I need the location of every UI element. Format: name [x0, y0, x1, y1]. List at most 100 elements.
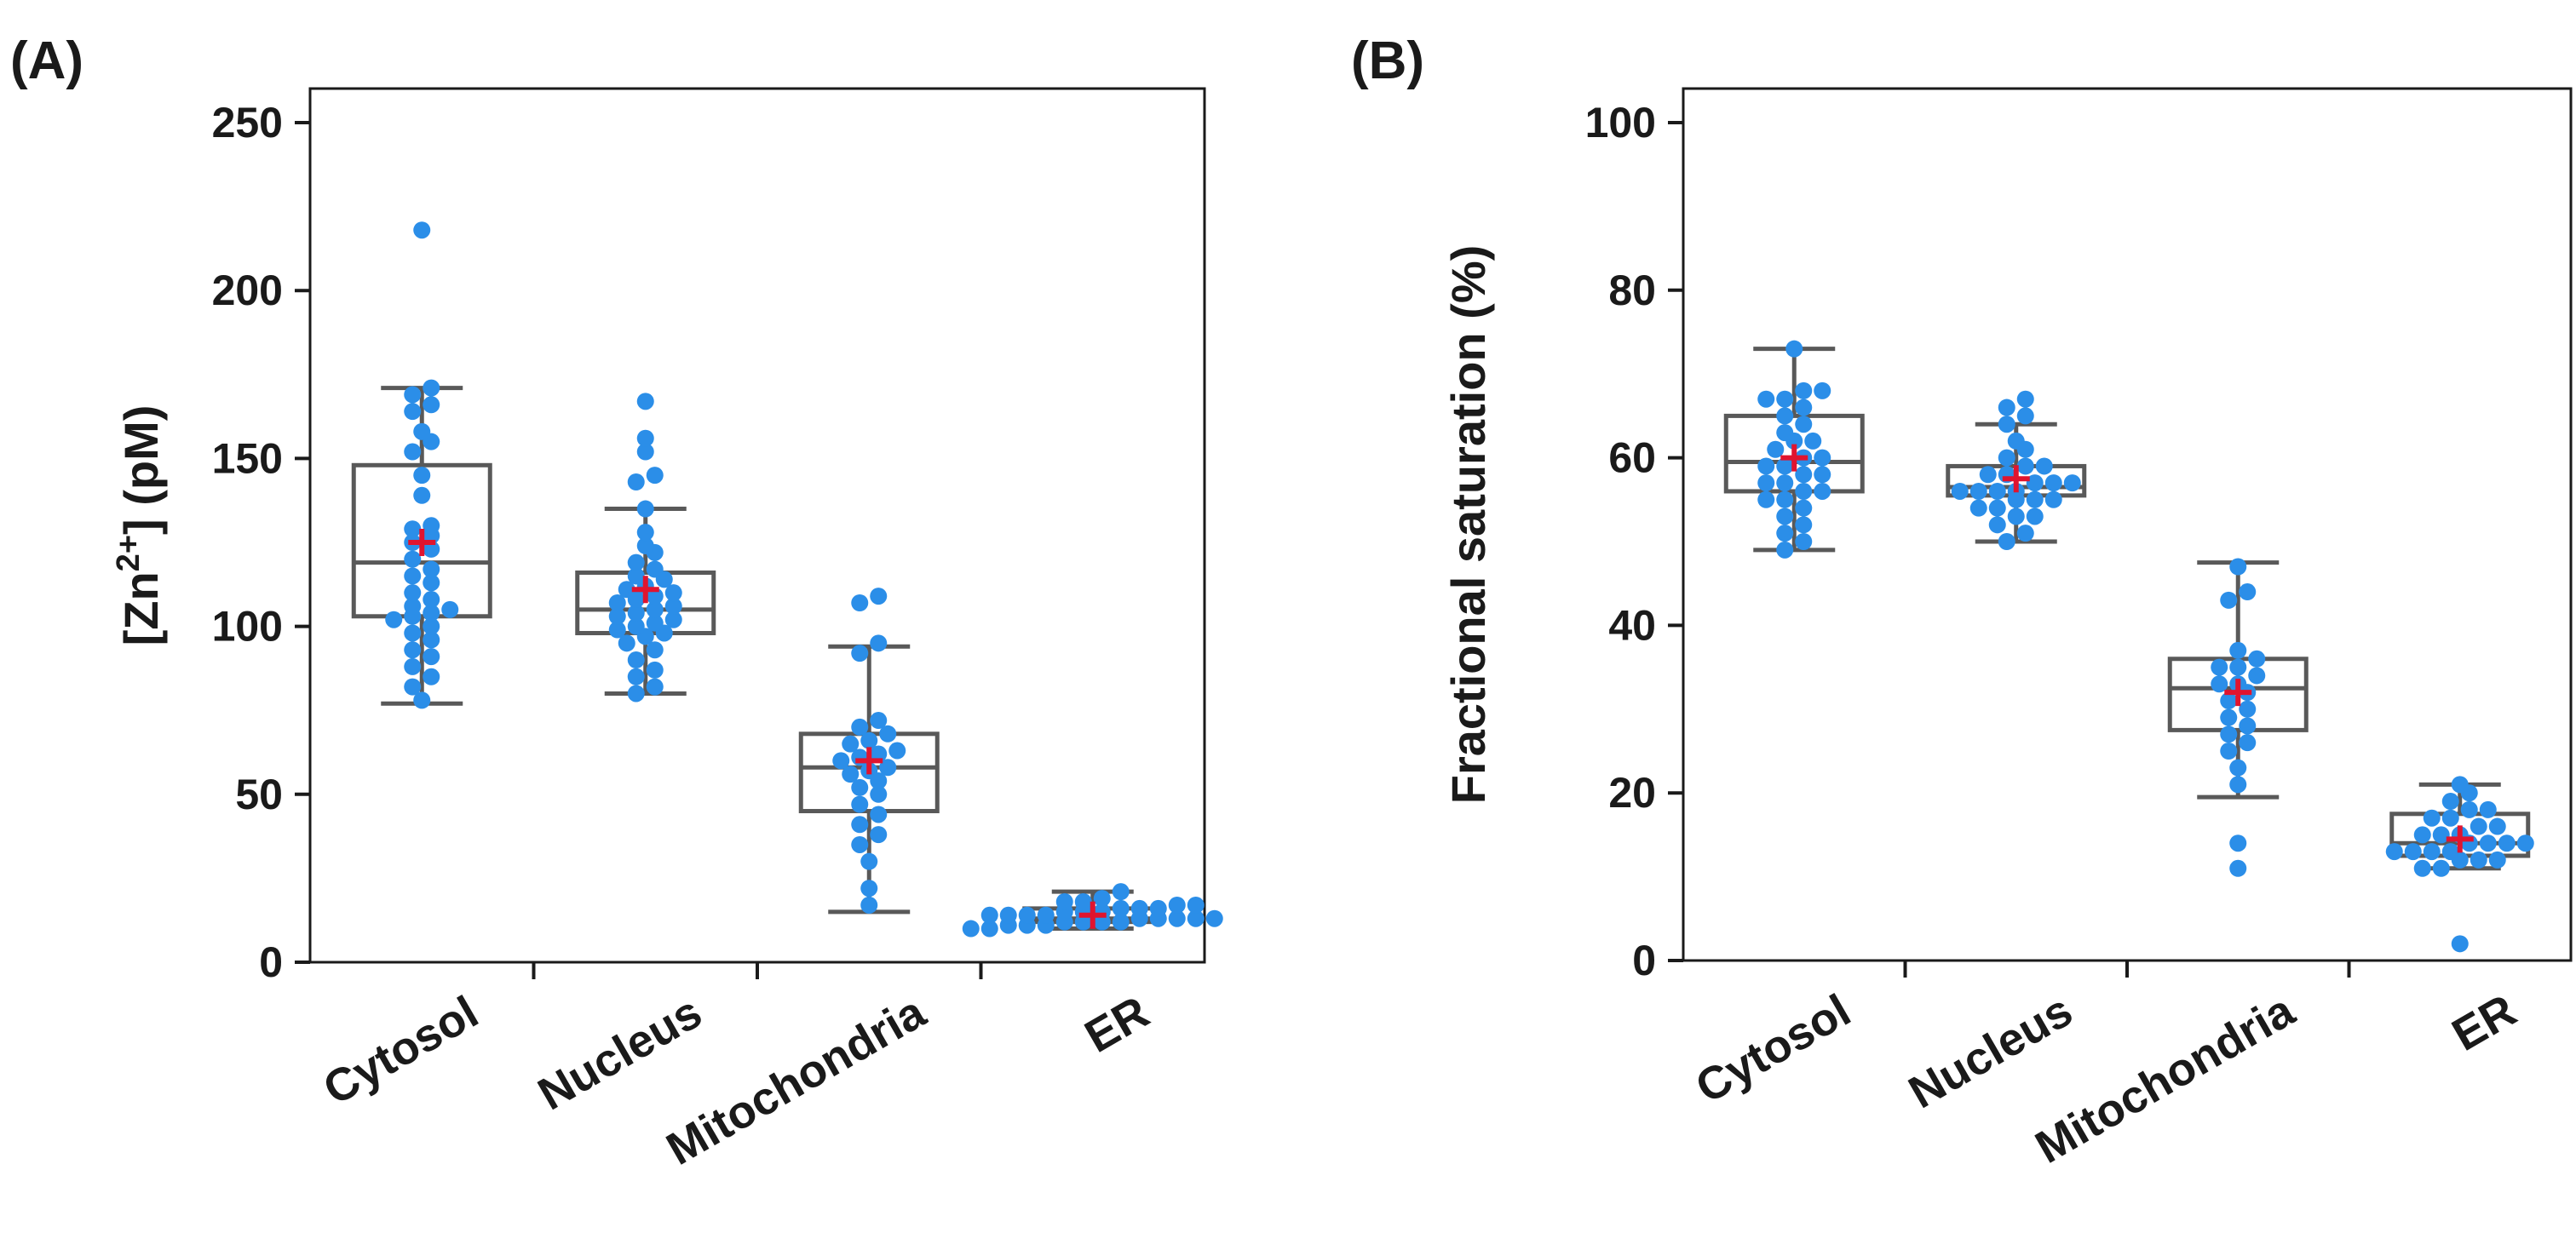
panel-b-data-point: [1776, 474, 1794, 492]
panel-b-y-tick-label: 40: [1608, 601, 1656, 649]
panel-a-data-point: [879, 725, 897, 743]
panel-a-category-label: Cytosol: [315, 986, 487, 1115]
panel-b-category-label: Cytosol: [1688, 984, 1860, 1113]
panel-b-data-point: [2404, 843, 2422, 861]
panel-a-data-point: [851, 594, 869, 611]
panel-b-data-point: [2026, 508, 2044, 525]
panel-b-data-point: [1757, 390, 1775, 408]
panel-b-data-point: [1988, 516, 2006, 534]
panel-a-data-point: [423, 591, 440, 609]
panel-a-data-point: [404, 678, 422, 696]
panel-b-data-point: [1776, 457, 1794, 475]
panel-b-data-point: [1757, 457, 1775, 475]
panel-b-data-point: [2007, 508, 2025, 525]
panel-b-data-point: [1998, 399, 2015, 416]
panel-a-data-point: [664, 611, 682, 628]
panel-b-data-point: [2479, 800, 2497, 818]
panel-a-data-point: [1130, 899, 1148, 917]
panel-a-data-point: [413, 486, 431, 504]
panel-b-data-point: [2220, 708, 2238, 726]
panel-b-data-point: [2239, 717, 2257, 735]
panel-b-data-point: [2423, 809, 2441, 827]
panel-b-data-point: [1776, 490, 1794, 508]
panel-b-data-point: [2229, 859, 2247, 877]
panel-a-data-point: [1168, 909, 1186, 927]
panel-a-data-point: [404, 641, 422, 659]
panel-a-data-point: [851, 645, 869, 662]
panel-b-data-point: [1951, 482, 1969, 500]
panel-b-data-point: [2211, 658, 2228, 676]
panel-a-data-point: [441, 600, 459, 618]
panel-a-data-point: [851, 795, 869, 813]
panel-b-data-point: [2413, 826, 2431, 844]
panel-b-data-point: [1795, 482, 1813, 500]
panel-b-data-point: [2488, 817, 2506, 835]
panel-b-data-point: [2016, 407, 2034, 425]
panel-b-data-point: [2229, 776, 2247, 794]
panel-a-data-point: [870, 712, 888, 730]
panel-a-data-point: [1187, 896, 1205, 914]
panel-b-data-point: [2211, 675, 2228, 693]
panel-b-data-point: [1988, 482, 2006, 500]
panel-a-data-point: [404, 597, 422, 615]
panel-a-data-point: [627, 553, 645, 571]
panel-a-data-point: [618, 581, 635, 599]
panel-a-data-point: [423, 648, 440, 666]
panel-a-data-point: [646, 614, 664, 632]
panel-a-data-point: [646, 678, 664, 696]
panel-a-data-point: [413, 422, 431, 440]
panel-a-data-point: [627, 668, 645, 685]
panel-a-y-axis-title: [Zn2+] (pM): [111, 405, 168, 646]
panel-a-data-point: [636, 443, 654, 461]
panel-b-data-point: [1969, 482, 1987, 500]
panel-b-category-label: Nucleus: [1900, 984, 2081, 1118]
panel-b-data-point: [1795, 533, 1813, 550]
panel-a-data-point: [404, 520, 422, 538]
panel-b-data-point: [1776, 424, 1794, 442]
panel-a-data-point: [423, 379, 440, 397]
panel-a-data-point: [646, 661, 664, 679]
panel-b-data-point: [2016, 457, 2034, 475]
panel-b-data-point: [2441, 793, 2459, 811]
panel-b-data-point: [2063, 474, 2081, 492]
panel-b-data-point: [2229, 759, 2247, 777]
panel-b-data-point: [2385, 843, 2403, 861]
panel-a-y-tick-label: 50: [235, 771, 283, 818]
panel-a-data-point: [646, 467, 664, 485]
panel-a-data-point: [423, 631, 440, 649]
panel-b-data-point: [2016, 525, 2034, 542]
panel-a-data-point: [980, 920, 998, 938]
panel-b-data-point: [2441, 843, 2459, 861]
panel-b-data-point: [2432, 859, 2450, 877]
panel-a-data-point: [404, 550, 422, 568]
panel-a-data-point: [627, 473, 645, 491]
panel-b-data-point: [2007, 432, 2025, 450]
panel-a: (A) [Zn2+] (pM) 0 50 100 150 200 250 Cytosol Nu…: [10, 32, 1223, 1175]
panel-a-data-point: [1018, 906, 1036, 924]
panel-b-data-point: [2432, 826, 2450, 844]
panel-b-data-point: [2479, 834, 2497, 852]
panel-a-data-point: [851, 816, 869, 834]
panel-a-data-point: [842, 766, 860, 783]
panel-b-data-point: [2229, 834, 2247, 852]
panel-b-data-point: [1969, 499, 1987, 517]
panel-a-data-point: [1149, 899, 1167, 917]
panel-b-data-point: [2413, 859, 2431, 877]
panel-a-data-point: [385, 611, 403, 628]
panel-b-data-point: [2229, 658, 2247, 676]
panel-b-data-point: [2220, 725, 2238, 743]
panel-b-label: (B): [1351, 32, 1424, 90]
panel-a-category-label: ER: [1077, 986, 1158, 1062]
panel-a-data-point: [999, 906, 1017, 924]
panel-b-data-point: [1804, 432, 1822, 450]
panel-b-data-point: [1785, 340, 1803, 358]
panel-a-data-point: [404, 443, 422, 461]
panel-a-data-point: [1187, 909, 1205, 927]
panel-a-data-point: [404, 386, 422, 404]
panel-b-data-point: [2248, 667, 2266, 685]
panel-a-y-tick-label: 0: [259, 938, 283, 986]
panel-b-data-point: [2220, 743, 2238, 760]
panel-a-data-point: [664, 584, 682, 602]
panel-b-data-point: [1814, 449, 1831, 467]
